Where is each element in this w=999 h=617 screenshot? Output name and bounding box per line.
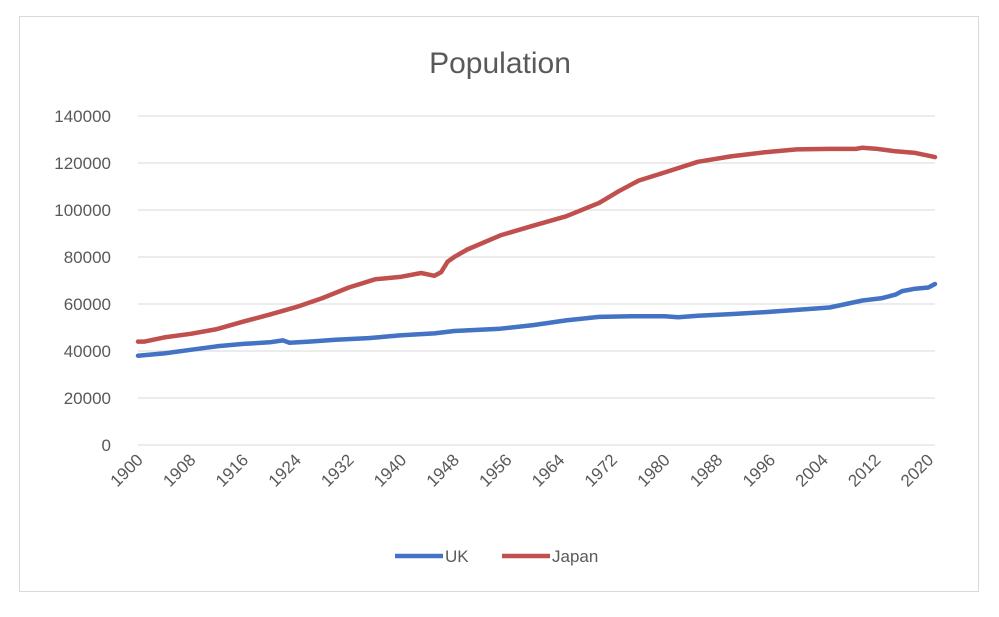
x-tick-label: 1988 xyxy=(686,450,726,490)
y-axis-ticks: 0 20000 40000 60000 80000 100000 120000 140000 xyxy=(54,107,111,455)
y-tick-label: 20000 xyxy=(64,389,111,408)
y-tick-label: 60000 xyxy=(64,295,111,314)
x-tick-label: 2020 xyxy=(897,450,937,490)
y-tick-label: 0 xyxy=(102,436,111,455)
x-tick-label: 1996 xyxy=(739,450,779,490)
x-tick-label: 1956 xyxy=(476,450,516,490)
y-tick-label: 120000 xyxy=(54,154,111,173)
y-tick-label: 40000 xyxy=(64,342,111,361)
y-tick-label: 140000 xyxy=(54,107,111,126)
legend-label-uk: UK xyxy=(445,547,469,566)
legend: UK Japan xyxy=(395,547,598,566)
x-tick-label: 1980 xyxy=(634,450,674,490)
x-tick-label: 1916 xyxy=(212,450,252,490)
x-tick-label: 1908 xyxy=(159,450,199,490)
y-tick-label: 100000 xyxy=(54,201,111,220)
x-tick-label: 1972 xyxy=(581,450,621,490)
x-tick-label: 1948 xyxy=(423,450,463,490)
series-line-uk xyxy=(135,281,938,358)
gridlines xyxy=(138,115,935,446)
series-lines xyxy=(135,145,938,358)
x-axis-ticks: 1900 1908 1916 1924 1932 1940 1948 1956 1964 1972… xyxy=(107,450,938,490)
y-tick-label: 80000 xyxy=(64,248,111,267)
series-line-japan xyxy=(135,145,938,344)
x-tick-label: 2004 xyxy=(792,450,832,490)
x-tick-label: 1900 xyxy=(107,450,147,490)
x-tick-label: 1924 xyxy=(265,450,305,490)
chart-frame: Population 0 20000 40000 60000 80000 100000 12… xyxy=(19,16,979,592)
legend-label-japan: Japan xyxy=(552,547,598,566)
x-tick-label: 1940 xyxy=(370,450,410,490)
chart-title: Population xyxy=(429,47,571,80)
x-tick-label: 1964 xyxy=(528,450,568,490)
x-tick-label: 1932 xyxy=(317,450,357,490)
line-chart: Population 0 20000 40000 60000 80000 100000 12… xyxy=(54,47,938,566)
x-tick-label: 2012 xyxy=(844,450,884,490)
